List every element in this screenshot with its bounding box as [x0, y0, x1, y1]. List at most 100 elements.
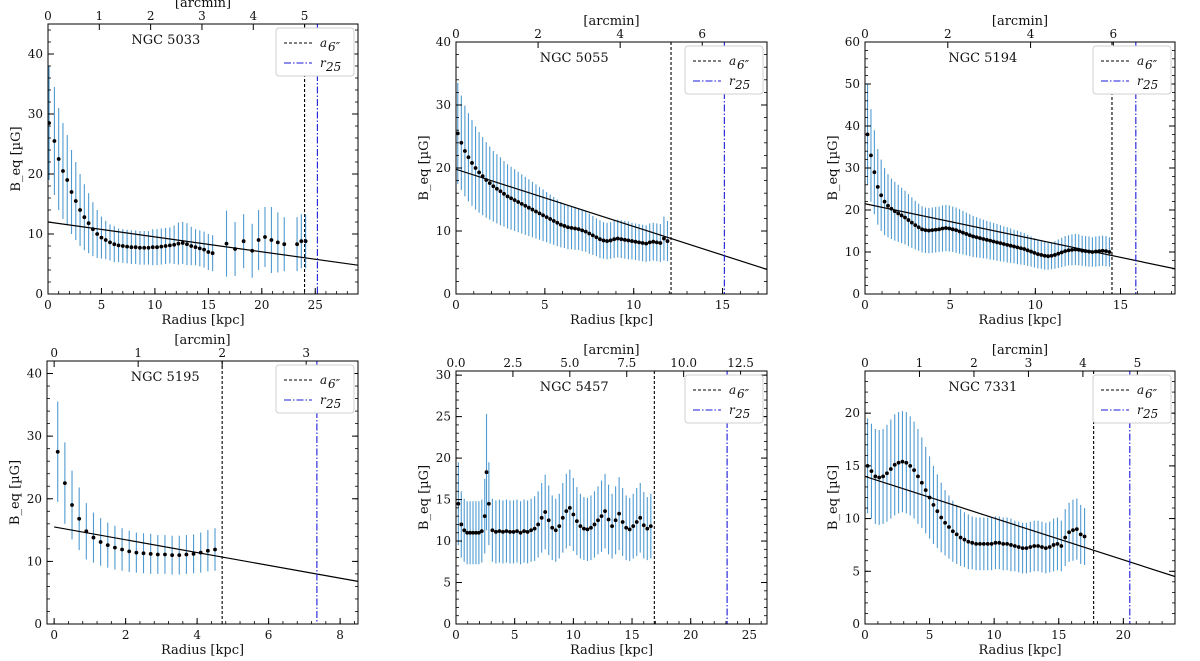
top-x-tick-label: 5	[301, 9, 309, 23]
data-point	[665, 239, 670, 243]
data-point	[1046, 254, 1051, 259]
y-tick-label: 10	[28, 227, 43, 241]
data-point	[1009, 543, 1013, 547]
data-point	[508, 530, 512, 534]
data-point	[964, 232, 969, 236]
ngc5033-axes-frame	[47, 23, 359, 295]
data-point	[974, 235, 979, 240]
data-point	[1097, 249, 1102, 254]
data-point	[555, 220, 560, 225]
y-axis-label: B_eq [µG]	[417, 135, 432, 200]
data-point	[940, 226, 945, 231]
data-point	[997, 540, 1002, 545]
data-point	[116, 243, 121, 248]
data-point	[1090, 250, 1095, 254]
y-tick-label: 30	[27, 429, 42, 443]
data-point	[1078, 532, 1083, 537]
data-point	[534, 209, 538, 214]
data-point	[892, 462, 897, 467]
data-point	[176, 241, 181, 246]
data-point	[490, 528, 495, 533]
data-point	[543, 510, 548, 514]
data-point	[971, 234, 976, 239]
y-axis-label: B_eq [µG]	[826, 465, 841, 530]
data-point	[1063, 535, 1068, 540]
x-tick-label: 0	[452, 628, 460, 642]
legend-a6-label: a	[320, 36, 327, 50]
data-point	[985, 541, 990, 546]
data-point	[530, 207, 535, 212]
data-point	[589, 525, 593, 530]
data-point	[224, 241, 229, 246]
data-point	[108, 240, 112, 245]
data-point	[553, 528, 558, 533]
data-point	[926, 228, 931, 233]
data-point	[594, 235, 599, 240]
data-point	[120, 244, 125, 248]
data-point	[1001, 242, 1006, 246]
x-tick-label: 20	[1116, 628, 1131, 642]
data-point	[882, 199, 887, 204]
data-point	[900, 459, 905, 464]
data-point	[56, 157, 61, 161]
top-x-tick-label: 2	[147, 9, 155, 23]
data-point	[189, 244, 194, 248]
data-point	[550, 525, 555, 530]
data-point	[120, 547, 124, 552]
data-point	[879, 193, 884, 198]
y-tick-label: 5	[852, 564, 860, 578]
legend-a6-label: a	[729, 383, 736, 397]
legend-r25-label: r	[320, 56, 327, 70]
x-tick-label: 15	[624, 628, 639, 642]
data-point	[509, 196, 513, 201]
data-point	[937, 227, 941, 232]
data-point	[233, 247, 237, 251]
data-point	[603, 509, 607, 514]
data-point	[647, 240, 652, 245]
top-x-tick-label: 2	[534, 27, 542, 41]
panel-ngc7331: 0 5 10 15 20 0 5 10 15 20 0 1 2 3 4 5 [arcmin] Radius [kp…	[826, 343, 1176, 658]
data-point	[471, 530, 475, 535]
x-tick-label: 0	[452, 298, 460, 312]
data-point	[473, 166, 478, 170]
data-point	[658, 241, 663, 245]
y-tick-label: 0	[443, 287, 451, 301]
x-tick-label: 5	[926, 628, 934, 642]
data-point	[916, 474, 920, 479]
y-tick-label: 10	[27, 554, 42, 568]
data-point	[210, 251, 215, 256]
data-point	[1024, 546, 1029, 550]
data-point	[988, 238, 993, 243]
data-point	[1022, 247, 1027, 251]
x-tick-label: 20	[683, 628, 698, 642]
data-point	[479, 529, 484, 533]
legend-r25-label: r	[320, 393, 327, 407]
y-axis-label: B_eq [µG]	[9, 126, 24, 191]
x-tick-label: 10	[147, 298, 162, 312]
data-point	[662, 236, 666, 241]
data-point	[1016, 545, 1021, 549]
data-point	[933, 227, 938, 232]
data-point	[150, 245, 155, 250]
data-point	[896, 211, 901, 216]
data-point	[612, 237, 617, 242]
data-point	[1029, 249, 1033, 254]
data-point	[989, 541, 994, 546]
data-point	[576, 227, 581, 232]
top-x-tick-label: 0	[861, 27, 869, 41]
data-point	[155, 245, 159, 250]
y-tick-label: 20	[845, 203, 860, 217]
x-tick-label: 5	[511, 628, 519, 642]
ngc5195-plot-area	[54, 361, 358, 624]
data-point	[98, 540, 103, 544]
legend-r25-label: r	[1137, 74, 1144, 88]
data-point	[970, 540, 975, 545]
top-x-tick-label: 10.0	[670, 356, 697, 370]
data-point	[250, 248, 255, 253]
data-point	[546, 518, 551, 523]
data-point	[633, 239, 638, 244]
x-tick-label: 4	[193, 628, 201, 642]
y-tick-label: 20	[27, 492, 42, 506]
data-point	[1012, 544, 1017, 548]
top-x-tick-label: 2.5	[503, 356, 522, 370]
